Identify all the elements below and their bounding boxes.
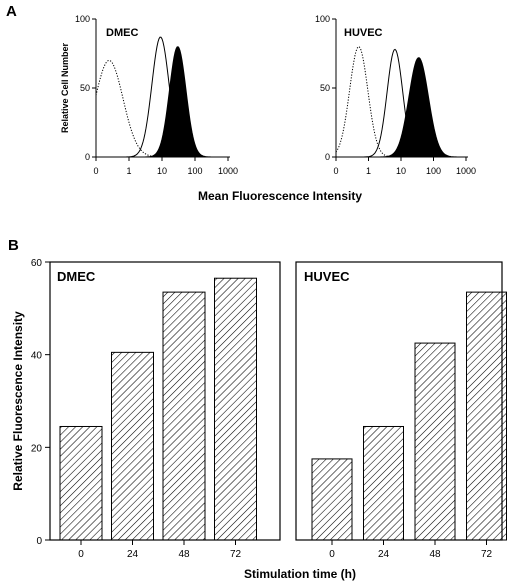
y-tick-label: 20 (31, 443, 43, 454)
huvec-curve-filled (336, 57, 466, 158)
dmec-bar-0h (59, 425, 103, 541)
x-tick-label: 0 (329, 549, 335, 560)
y-tick-label: 40 (31, 351, 43, 362)
x-tick-label: 72 (481, 549, 493, 560)
histogram-dmec: 0 50 100 0 1 10 100 1000 DMEC Relative Cell Nu… (60, 14, 238, 176)
histogram-huvec-x-ticks: 0 1 10 100 1000 (333, 157, 476, 176)
y-tick-label: 100 (315, 14, 330, 24)
dmec-bar-24h (111, 351, 154, 541)
y-tick-label: 100 (75, 14, 90, 24)
x-tick-label: 10 (396, 166, 406, 176)
y-tick-label: 50 (320, 83, 330, 93)
barchart-huvec: 0 24 48 72 HUVEC (295, 261, 507, 560)
y-tick-label: 50 (80, 83, 90, 93)
x-tick-label: 0 (78, 549, 84, 560)
huvec-bar-0h (311, 458, 353, 541)
panel-letter-b: B (8, 237, 19, 254)
barchart-dmec-label: DMEC (57, 269, 96, 284)
y-tick-label: 0 (36, 536, 42, 547)
barchart-dmec-bars (59, 277, 257, 541)
x-tick-label: 10 (157, 166, 167, 176)
histogram-huvec-label: HUVEC (344, 27, 383, 39)
barchart-huvec-x-ticks: 0 24 48 72 (329, 540, 492, 560)
histogram-huvec: 0 50 100 0 1 10 100 1000 HUVEC (315, 14, 476, 176)
barchart-x-axis-title: Stimulation time (h) (244, 567, 356, 581)
x-tick-label: 0 (93, 166, 98, 176)
x-tick-label: 100 (426, 166, 441, 176)
histogram-x-axis-title: Mean Fluorescence Intensity (198, 189, 362, 203)
dmec-bar-72h (214, 277, 257, 541)
histogram-dmec-x-ticks: 0 1 10 100 1000 (93, 157, 238, 176)
histogram-y-axis-title: Relative Cell Number (60, 42, 70, 133)
histogram-dmec-curves (95, 36, 228, 158)
x-tick-label: 1000 (218, 166, 238, 176)
histogram-huvec-curves (335, 46, 466, 158)
y-tick-label: 0 (85, 152, 90, 162)
barchart-dmec-x-ticks: 0 24 48 72 (78, 540, 241, 560)
x-tick-label: 0 (333, 166, 338, 176)
x-tick-label: 72 (230, 549, 242, 560)
dmec-curve-filled (96, 46, 228, 158)
x-tick-label: 24 (378, 549, 390, 560)
barchart-huvec-label: HUVEC (304, 269, 350, 284)
histogram-huvec-y-ticks: 0 50 100 (315, 14, 336, 162)
x-tick-label: 100 (187, 166, 202, 176)
huvec-bar-48h (414, 342, 456, 541)
barchart-huvec-bars (311, 291, 507, 541)
panel-letter-a: A (6, 3, 17, 20)
huvec-bar-24h (363, 425, 404, 541)
histogram-dmec-label: DMEC (106, 27, 138, 39)
x-tick-label: 1000 (456, 166, 476, 176)
barchart-dmec: 0 20 40 60 0 24 48 72 DMEC (31, 258, 281, 560)
x-tick-label: 1 (126, 166, 131, 176)
x-tick-label: 48 (429, 549, 441, 560)
barchart-dmec-y-ticks: 0 20 40 60 (31, 258, 50, 547)
x-tick-label: 24 (127, 549, 139, 560)
barchart-y-axis-title: Relative Fluorescence Intensity (11, 311, 25, 491)
dmec-bar-48h (162, 291, 206, 541)
huvec-bar-72h (466, 291, 507, 541)
x-tick-label: 48 (178, 549, 190, 560)
x-tick-label: 1 (366, 166, 371, 176)
y-tick-label: 0 (325, 152, 330, 162)
histogram-dmec-y-ticks: 0 50 100 (75, 14, 96, 162)
y-tick-label: 60 (31, 258, 43, 269)
